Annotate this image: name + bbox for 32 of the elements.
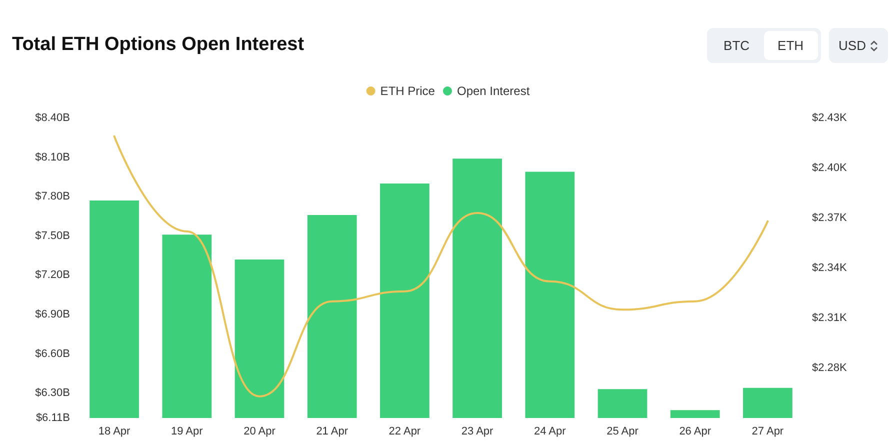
y2-tick-label: $2.40K [812, 162, 848, 174]
y2-tick-label: $2.43K [812, 112, 848, 124]
x-tick-label: 19 Apr [170, 426, 204, 438]
y2-tick-label: $2.37K [812, 212, 848, 224]
x-tick-label: 24 Apr [534, 426, 566, 438]
text: USD [838, 38, 866, 53]
legend-label: ETH Price [380, 84, 436, 98]
x-tick-label: 23 Apr [461, 426, 494, 438]
text: ETH [764, 31, 818, 60]
y-tick-label: $6.30B [35, 387, 70, 400]
y2-tick-label: $2.31K [812, 312, 848, 324]
y-tick-label: $6.11B [36, 412, 70, 424]
y-tick-label: $8.40B [35, 112, 70, 124]
x-tick-label: 25 Apr [606, 426, 639, 438]
y-tick-label: $6.60B [35, 348, 70, 360]
x-tick-label: 22 Apr [388, 426, 421, 438]
y2-tick-label: $2.28K [812, 362, 848, 374]
y-tick-label: $8.10B [35, 151, 70, 164]
x-tick-label: 20 Apr [244, 426, 276, 438]
y-tick-label: $7.20B [35, 269, 70, 282]
chart-title: Total ETH Options Open Interest [12, 34, 304, 56]
legend-label: Open Interest [456, 84, 530, 98]
y2-tick-label: $2.34K [812, 262, 848, 274]
x-tick-label: 26 Apr [679, 426, 712, 438]
x-tick-label: 21 Apr [316, 426, 348, 438]
y-tick-label: $7.50B [35, 230, 70, 242]
x-tick-label: 18 Apr [98, 426, 131, 438]
line-series [113, 135, 769, 398]
x-tick-label: 27 Apr [752, 426, 784, 438]
text: BTC [722, 37, 751, 55]
y-tick-label: $6.90B [35, 308, 70, 321]
y-tick-label: $7.80B [35, 190, 70, 203]
